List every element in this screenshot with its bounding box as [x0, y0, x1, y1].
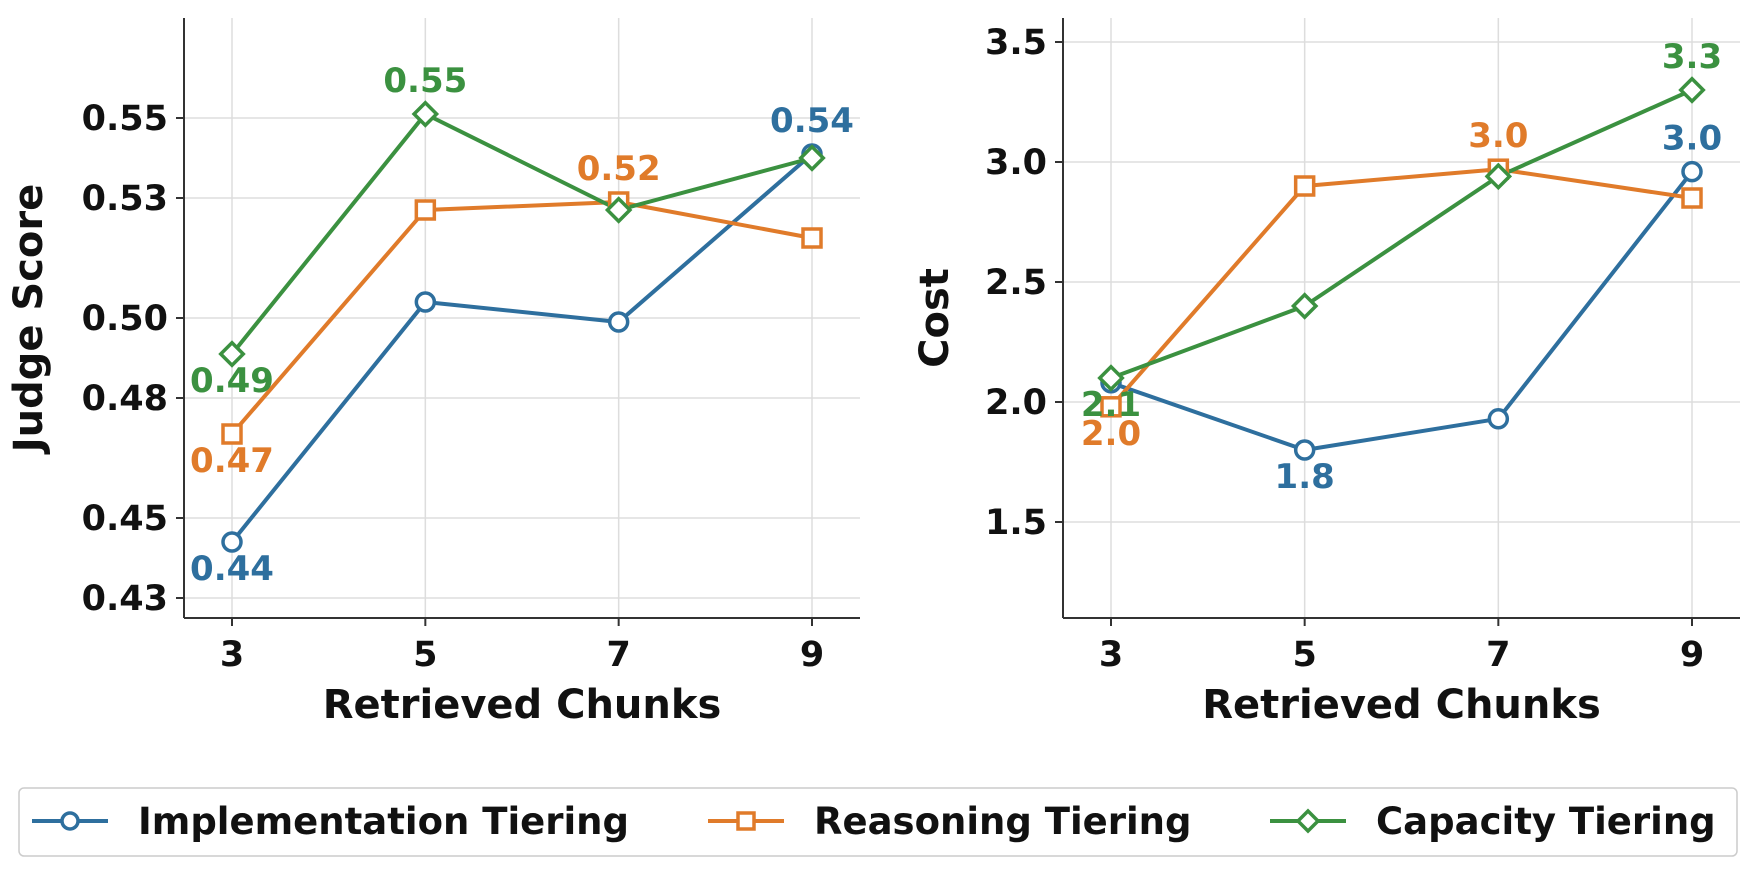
y-tick-label: 3.0 — [985, 143, 1047, 183]
point-implementation-tiering — [607, 311, 630, 333]
data-label-capacity-tiering: 0.55 — [383, 61, 467, 101]
y-tick-label: 2.0 — [985, 383, 1047, 423]
point-reasoning-tiering — [801, 227, 823, 249]
cost-panel: 1.5 2.0 2.5 3.0 3.5 3 5 7 9 Retrieved Chunks Cost 1… — [912, 18, 1740, 728]
point-implementation-tiering — [1681, 160, 1703, 183]
x-tick-label: 3 — [220, 635, 244, 675]
data-label-capacity-tiering: 2.1 — [1081, 385, 1141, 425]
point-reasoning-tiering — [1681, 187, 1703, 209]
data-label-capacity-tiering: 0.49 — [190, 361, 274, 401]
point-reasoning-tiering — [1293, 175, 1316, 197]
data-label-implementation-tiering: 3.0 — [1662, 119, 1722, 159]
series-line-capacity-tiering — [1110, 88, 1693, 380]
legend-label-implementation-tiering: Implementation Tiering — [138, 800, 629, 843]
x-tick-label: 5 — [413, 635, 437, 675]
data-label-reasoning-tiering: 3.0 — [1468, 116, 1528, 156]
series-line-implementation-tiering — [1110, 170, 1694, 452]
x-tick-label: 9 — [1680, 635, 1704, 675]
point-implementation-tiering — [1293, 439, 1316, 461]
point-reasoning-tiering — [1100, 396, 1122, 418]
data-label-implementation-tiering: 1.8 — [1275, 457, 1335, 497]
y-tick-label: 2.5 — [985, 263, 1047, 303]
y-tick-label: 3.5 — [985, 23, 1047, 63]
x-tick-label: 7 — [1486, 635, 1510, 675]
x-tick-label: 5 — [1292, 635, 1316, 675]
y-tick-label: 1.5 — [985, 503, 1047, 543]
y-tick-label: 0.53 — [82, 179, 168, 219]
point-capacity-tiering — [1290, 292, 1319, 320]
point-implementation-tiering — [221, 531, 243, 553]
point-capacity-tiering — [604, 196, 633, 224]
data-label-reasoning-tiering: 0.52 — [577, 149, 661, 189]
data-label-reasoning-tiering: 0.47 — [190, 441, 274, 481]
x-axis-title: Retrieved Chunks — [323, 682, 722, 728]
legend: Implementation Tiering Reasoning Tiering C… — [18, 787, 1738, 857]
point-implementation-tiering — [1487, 408, 1510, 430]
y-tick-label: 0.48 — [82, 379, 168, 419]
x-tick-label: 7 — [606, 635, 630, 675]
x-tick-label: 3 — [1099, 635, 1123, 675]
y-axis-title: Cost — [912, 268, 958, 368]
legend-marker-reasoning-tiering — [736, 811, 756, 831]
series-line-implementation-tiering — [230, 152, 814, 544]
y-tick-label: 0.55 — [82, 99, 168, 139]
series-line-reasoning-tiering — [1109, 167, 1693, 409]
point-capacity-tiering — [411, 100, 440, 128]
point-capacity-tiering — [798, 144, 826, 172]
x-axis-title: Retrieved Chunks — [1202, 682, 1601, 728]
point-implementation-tiering — [414, 291, 437, 313]
y-tick-label: 0.50 — [82, 299, 168, 339]
legend-marker-capacity-tiering — [1295, 808, 1321, 834]
data-label-reasoning-tiering: 2.0 — [1081, 414, 1141, 454]
legend-label-reasoning-tiering: Reasoning Tiering — [814, 800, 1192, 843]
legend-frame — [18, 787, 1738, 857]
x-tick-label: 9 — [800, 635, 824, 675]
series-line-reasoning-tiering — [230, 200, 813, 436]
data-label-implementation-tiering: 0.54 — [770, 101, 854, 141]
legend-marker-implementation-tiering — [60, 811, 80, 831]
judge-score-panel: 0.43 0.45 0.48 0.50 0.53 0.55 3 5 7 9 Retrieved Ch… — [6, 18, 860, 728]
point-capacity-tiering — [218, 340, 246, 368]
point-capacity-tiering — [1678, 76, 1706, 104]
y-tick-label: 0.45 — [82, 499, 168, 539]
legend-label-capacity-tiering: Capacity Tiering — [1376, 800, 1716, 843]
series-line-capacity-tiering — [230, 112, 813, 356]
y-tick-label: 0.43 — [82, 579, 168, 619]
point-capacity-tiering — [1484, 162, 1513, 191]
data-label-capacity-tiering: 3.3 — [1662, 37, 1722, 77]
point-reasoning-tiering — [414, 199, 437, 221]
point-reasoning-tiering — [221, 423, 243, 445]
data-label-implementation-tiering: 0.44 — [190, 549, 274, 589]
point-capacity-tiering — [1097, 364, 1125, 392]
y-axis-title: Judge Score — [6, 184, 52, 456]
